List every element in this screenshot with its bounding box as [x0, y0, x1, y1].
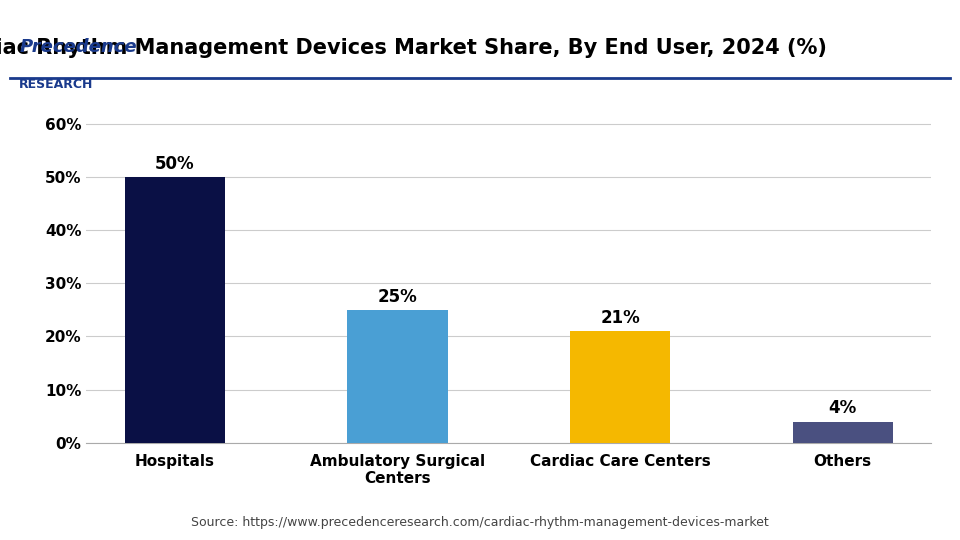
Bar — [570, 331, 670, 443]
Text: 25%: 25% — [377, 288, 418, 306]
Text: Precedence: Precedence — [19, 38, 137, 56]
Text: RESEARCH: RESEARCH — [19, 78, 93, 91]
Text: 50%: 50% — [156, 154, 195, 173]
Bar — [348, 310, 447, 443]
Bar — [125, 177, 225, 443]
Text: 21%: 21% — [600, 309, 640, 327]
Text: 4%: 4% — [828, 399, 857, 417]
Text: Cardiac Rhythm Management Devices Market Share, By End User, 2024 (%): Cardiac Rhythm Management Devices Market… — [0, 38, 827, 58]
Text: Source: https://www.precedenceresearch.com/cardiac-rhythm-management-devices-mar: Source: https://www.precedenceresearch.c… — [191, 516, 769, 529]
Bar — [793, 422, 893, 443]
